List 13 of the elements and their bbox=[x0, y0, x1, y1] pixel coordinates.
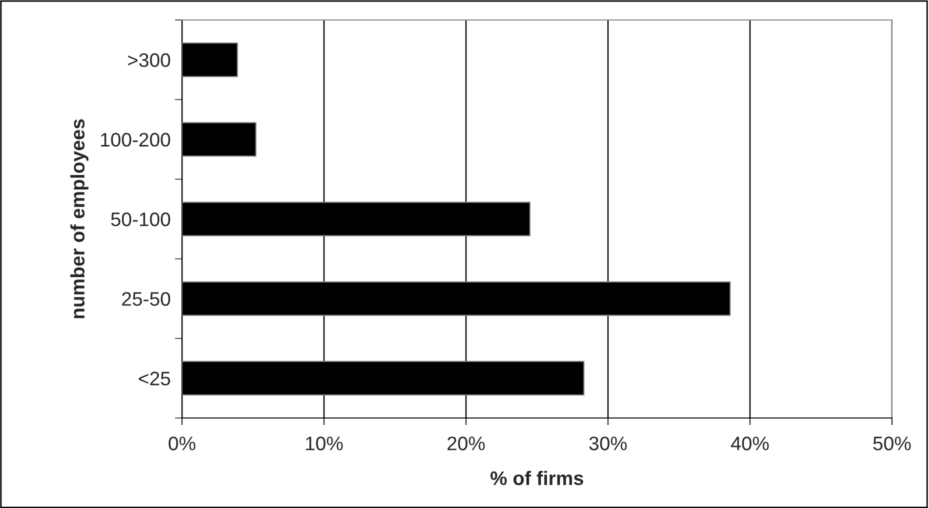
y-tick-label: <25 bbox=[138, 372, 170, 386]
x-tick-label: 20% bbox=[448, 436, 485, 450]
x-tick-label: 0% bbox=[168, 436, 196, 450]
x-axis-title: % of firms bbox=[490, 470, 584, 486]
x-tick-label: 30% bbox=[589, 436, 627, 450]
y-tick-label: 25-50 bbox=[122, 292, 170, 306]
y-axis-title: number of employees bbox=[70, 119, 88, 318]
x-tick-label: 10% bbox=[306, 436, 343, 450]
y-tick-label: 50-100 bbox=[111, 212, 170, 226]
y-tick-label: >300 bbox=[128, 53, 170, 68]
x-tick-label: 50% bbox=[873, 436, 911, 450]
x-tick-label: 40% bbox=[730, 436, 769, 450]
y-tick-label: 100-200 bbox=[101, 132, 170, 147]
